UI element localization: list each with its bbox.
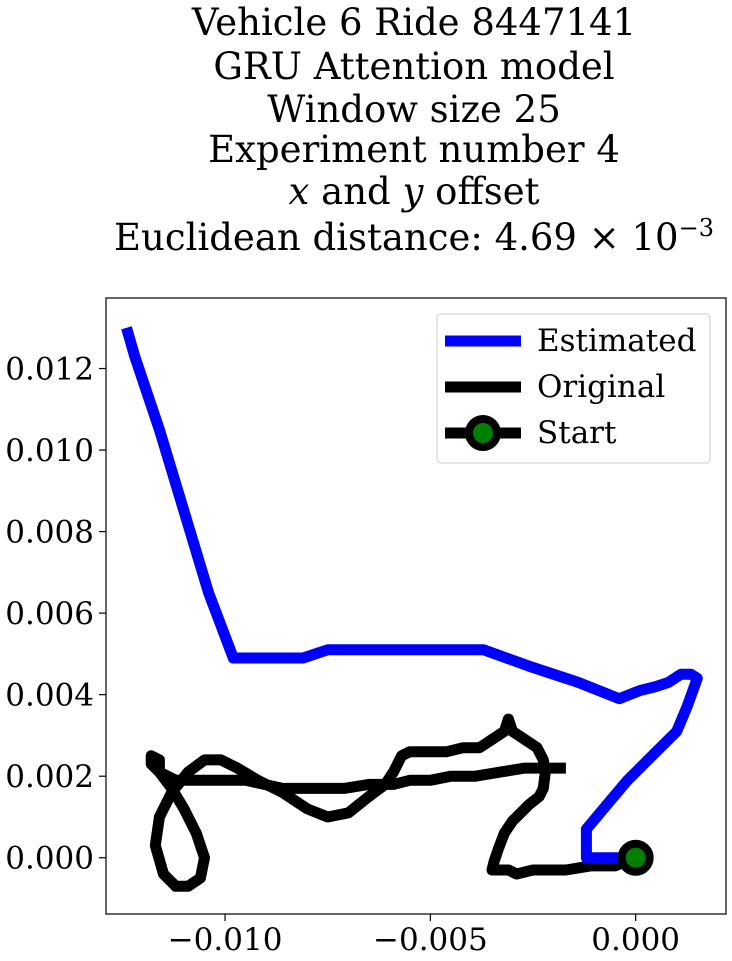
title-offset-word: offset	[423, 170, 539, 213]
title-distance-exponent: −3	[679, 214, 714, 242]
title-line-4: Experiment number 4	[208, 128, 620, 171]
x-tick-label: −0.005	[373, 922, 488, 958]
legend-swatch-start-marker	[465, 415, 501, 451]
y-tick-label: 0.002	[5, 759, 94, 795]
chart-title: Vehicle 6 Ride 8447141 GRU Attention mod…	[114, 1, 714, 259]
legend: Estimated Original Start	[436, 313, 711, 464]
legend-label-original: Original	[537, 369, 665, 405]
title-line-6: Euclidean distance: 4.69 × 10−3	[114, 214, 714, 259]
axes: −0.010 −0.005 0.000 0.000 0.002 0.004 0.006 0.0…	[5, 352, 680, 958]
title-y-symbol: y	[401, 170, 425, 213]
x-tick-label: 0.000	[591, 922, 680, 958]
start-marker	[617, 839, 654, 876]
title-line-5: x and y offset	[289, 170, 540, 213]
x-tick-label: −0.010	[168, 922, 283, 958]
title-x-symbol: x	[289, 170, 310, 213]
title-and-word: and	[309, 170, 402, 213]
title-line-3: Window size 25	[267, 88, 561, 131]
y-tick-label: 0.000	[5, 841, 94, 877]
y-tick-label: 0.008	[5, 515, 94, 551]
y-tick-label: 0.006	[5, 596, 94, 632]
legend-label-start: Start	[537, 415, 617, 451]
title-line-2: GRU Attention model	[213, 45, 614, 88]
plot-frame	[105, 297, 727, 915]
plot-data	[121, 326, 703, 892]
series-line-original	[145, 713, 638, 892]
title-distance-text: Euclidean distance: 4.69 × 10	[114, 216, 679, 259]
legend-label-estimated: Estimated	[537, 323, 696, 359]
series-line-estimated	[121, 326, 703, 864]
y-tick-label: 0.012	[5, 352, 94, 388]
y-tick-label: 0.004	[5, 678, 94, 714]
title-line-1: Vehicle 6 Ride 8447141	[191, 1, 636, 44]
y-tick-label: 0.010	[5, 433, 94, 469]
legend-box	[436, 313, 711, 464]
